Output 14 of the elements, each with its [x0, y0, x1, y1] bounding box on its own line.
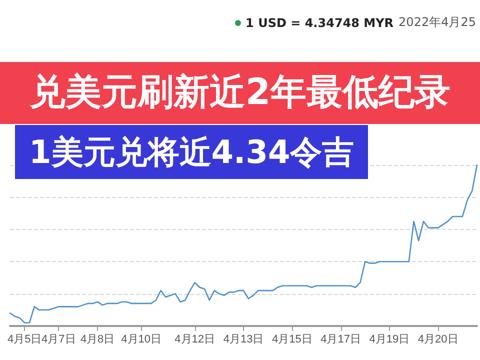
x-tick-label: 4月17日: [320, 334, 361, 346]
text: 1 USD = 4.34748 MYR: [246, 16, 394, 30]
text: 2022年4月25: [398, 14, 476, 31]
x-tick-label: 4月19日: [369, 334, 410, 346]
x-tick-label: 4月12日: [174, 334, 216, 346]
x-tick-label: 4月5日: [7, 334, 42, 346]
x-tick-label: 4月10日: [121, 334, 162, 346]
x-tick-label: 4月20日: [418, 334, 458, 346]
chart-subtitle: 1美元兑将近4.34令吉: [15, 125, 368, 179]
x-tick-label: 4月7日: [42, 334, 76, 346]
x-tick-label: 4月8日: [80, 334, 115, 346]
x-tick-label: 4月13日: [223, 334, 264, 346]
chart-title: 兑美元刷新近2年最低纪录: [0, 62, 480, 124]
x-tick-label: 4月15日: [272, 334, 312, 346]
